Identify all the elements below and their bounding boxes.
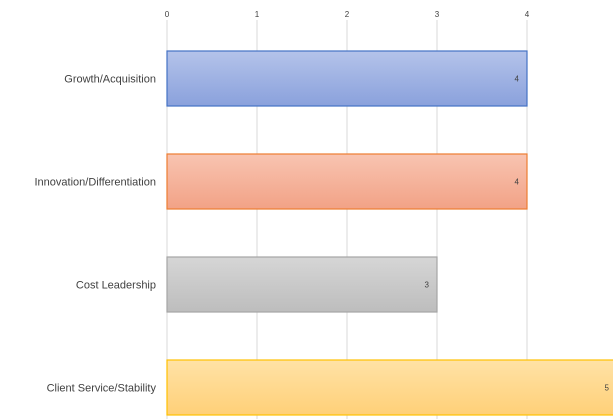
bars: 4 4 3 5 xyxy=(166,50,613,416)
x-tick-label-0: 0 xyxy=(165,10,170,19)
data-label-3: 5 xyxy=(605,384,610,393)
x-tick-label-3: 3 xyxy=(435,10,440,19)
data-label-0: 4 xyxy=(515,75,520,84)
category-label-0: Growth/Acquisition xyxy=(64,74,156,86)
x-tick-label-1: 1 xyxy=(255,10,260,19)
data-label-2: 3 xyxy=(425,281,430,290)
category-label-3: Client Service/Stability xyxy=(47,383,157,395)
category-label-2: Cost Leadership xyxy=(76,280,156,292)
bar-0 xyxy=(166,50,528,107)
x-tick-label-4: 4 xyxy=(525,10,530,19)
bar-3 xyxy=(166,359,613,416)
data-label-1: 4 xyxy=(515,178,520,187)
x-tick-label-2: 2 xyxy=(345,10,350,19)
bar-2 xyxy=(166,256,438,313)
category-label-1: Innovation/Differentiation xyxy=(35,177,157,189)
x-axis-ticks: 0 1 2 3 4 xyxy=(165,10,530,19)
category-labels: Growth/Acquisition Innovation/Differentia… xyxy=(35,74,157,395)
bar-1 xyxy=(166,153,528,210)
